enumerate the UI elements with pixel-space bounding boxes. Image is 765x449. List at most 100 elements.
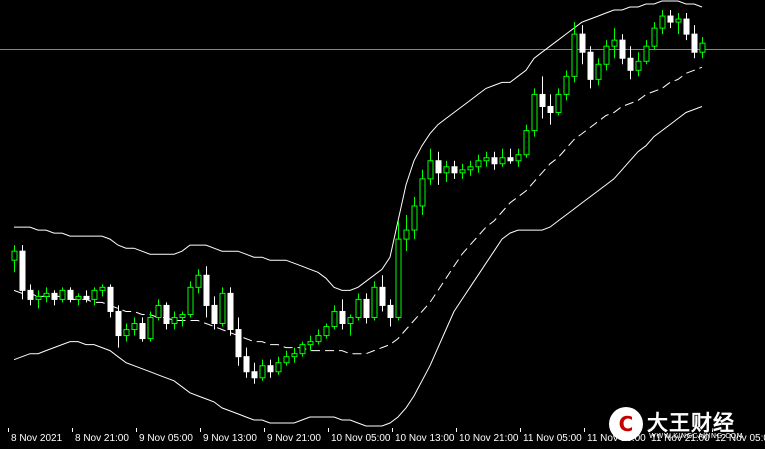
candle-body (523, 130, 530, 156)
candle (507, 148, 514, 164)
candle-body (195, 274, 202, 288)
candle (35, 290, 42, 309)
candle (155, 299, 162, 321)
candle-body (595, 63, 602, 80)
candle-body (587, 51, 594, 80)
candle (387, 299, 394, 327)
candle (499, 148, 506, 167)
candle-body (227, 292, 234, 331)
candle-body (35, 295, 42, 300)
candle (75, 293, 82, 306)
candle-body (627, 57, 634, 71)
candle-body (699, 42, 706, 53)
candle (531, 88, 538, 137)
candle (283, 350, 290, 366)
candle (163, 302, 170, 330)
candle (59, 287, 66, 303)
candle-body (315, 335, 322, 343)
candle-body (51, 292, 58, 300)
x-tick-label: 11 Nov 21:00 (651, 433, 710, 444)
candle-body (139, 323, 146, 340)
candle (403, 215, 410, 252)
bollinger-bands-layer (13, 0, 703, 427)
candle (243, 347, 250, 378)
candle (187, 281, 194, 318)
candle (179, 311, 186, 327)
candle (659, 10, 666, 35)
candle (691, 25, 698, 59)
candle-body (667, 15, 674, 23)
candle (675, 13, 682, 35)
candle-body (363, 298, 370, 318)
candle (275, 356, 282, 375)
candle (603, 40, 610, 71)
candle (195, 269, 202, 294)
candle (427, 148, 434, 185)
candle (539, 76, 546, 119)
candle-body (155, 304, 162, 318)
candle (91, 287, 98, 306)
candle-body (371, 286, 378, 318)
x-tick-label: 11 Nov 05:00 (523, 433, 582, 444)
candle-body (675, 18, 682, 23)
candle-body (331, 310, 338, 328)
candle-body (99, 286, 106, 291)
candle-body (651, 27, 658, 47)
candle (339, 299, 346, 330)
candle (579, 25, 586, 65)
candle-body (355, 298, 362, 318)
candle (27, 284, 34, 306)
candle (131, 317, 138, 336)
candle-body (299, 344, 306, 355)
x-tick-label: 10 Nov 13:00 (395, 433, 455, 444)
candle-body (475, 160, 482, 168)
candle-body (507, 157, 514, 162)
candle (563, 70, 570, 101)
candle-body (403, 229, 410, 240)
candle (379, 275, 386, 312)
candle-body (283, 356, 290, 364)
candle-body (275, 362, 282, 373)
candle (259, 359, 266, 381)
candle (115, 305, 122, 348)
candle-body (347, 316, 354, 325)
candle-body (291, 353, 298, 358)
candle (459, 163, 466, 179)
watermark-brand: 大王财经 (647, 411, 735, 435)
candle-body (339, 310, 346, 325)
candle-body (395, 238, 402, 318)
candle-body (411, 205, 418, 231)
candle-body (579, 33, 586, 53)
x-tick-label: 10 Nov 21:00 (459, 433, 519, 444)
candle-body (115, 310, 122, 337)
candle (331, 305, 338, 330)
candle-body (643, 45, 650, 62)
candle-body (83, 295, 90, 300)
candle (699, 37, 706, 59)
candle (211, 296, 218, 330)
candle-body (499, 157, 506, 165)
candle-body (307, 341, 314, 346)
candle-body (435, 160, 442, 174)
watermark: C 大王财经 WWW.KINGCAIJING.COM (609, 405, 759, 445)
candle (19, 245, 26, 300)
candle-body (219, 292, 226, 325)
candle (147, 311, 154, 342)
candle (611, 28, 618, 59)
candle-body (483, 157, 490, 162)
candle (51, 290, 58, 306)
candle-body (11, 250, 18, 261)
candle (307, 335, 314, 351)
candle-body (163, 304, 170, 325)
candle-body (459, 169, 466, 174)
candle (291, 347, 298, 363)
candle (475, 154, 482, 173)
candle (227, 287, 234, 336)
candle (651, 22, 658, 50)
candle (299, 341, 306, 357)
bollinger-upper-band (14, 0, 703, 291)
candle-body (267, 365, 274, 373)
x-tick-label: 8 Nov 21:00 (75, 433, 129, 444)
candle (251, 362, 258, 384)
